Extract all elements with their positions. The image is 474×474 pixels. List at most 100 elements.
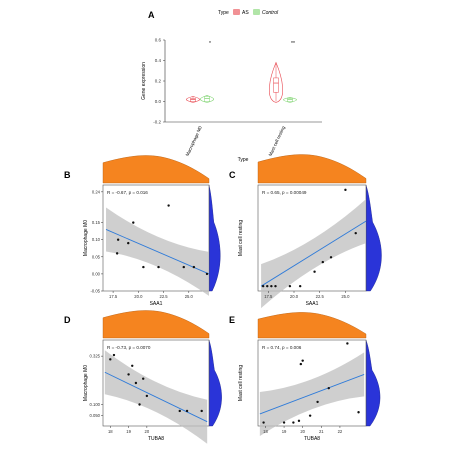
data-point-d <box>200 409 203 413</box>
data-point-e <box>282 421 286 424</box>
top-density-d <box>102 310 210 339</box>
data-point-d <box>112 353 116 357</box>
data-point-e <box>316 400 319 404</box>
panel-letter-c: C <box>229 170 236 180</box>
data-point-b <box>157 265 160 269</box>
x-tick-label-d: 19 <box>126 429 131 434</box>
data-point-c <box>266 284 269 288</box>
x-tick-label-e: 22 <box>338 429 343 434</box>
data-point-e <box>308 414 312 417</box>
data-point-b <box>115 252 119 255</box>
right-density-b <box>208 184 221 292</box>
data-point-e <box>301 359 304 362</box>
data-point-b <box>116 238 120 241</box>
panel-letter-e: E <box>229 315 235 325</box>
data-point-c <box>288 284 292 288</box>
box-control <box>287 98 293 102</box>
data-point-d <box>138 403 141 406</box>
data-point-d <box>127 373 130 376</box>
x-tick-label-a: Mast cell resting <box>268 125 286 157</box>
y-tick-label-a: 0.6 <box>155 38 162 43</box>
legend-swatch-control <box>253 9 260 15</box>
legend-title: Type <box>218 10 229 16</box>
x-tick-label-d: 20 <box>145 429 150 434</box>
legend-swatch-as <box>233 9 240 15</box>
violin-as <box>186 96 200 103</box>
x-axis-label-e: TUBA8 <box>304 436 320 442</box>
x-tick-label-c: 25.0 <box>341 294 350 299</box>
right-density-e <box>365 339 381 427</box>
data-point-b <box>127 241 130 245</box>
data-point-d <box>109 358 112 361</box>
y-tick-label-d: 0.050 <box>90 413 101 418</box>
data-point-b <box>132 221 135 224</box>
data-point-e <box>262 421 265 424</box>
violin-control <box>200 95 214 103</box>
x-axis-label-a: Type <box>238 157 249 163</box>
data-point-e <box>346 342 349 345</box>
y-tick-label-d: 0.325 <box>90 354 101 359</box>
violin-as <box>269 61 283 103</box>
data-point-e <box>292 421 295 424</box>
x-tick-label-e: 18 <box>263 429 268 434</box>
data-point-c <box>329 256 333 259</box>
regression-line-c <box>260 220 367 287</box>
x-tick-label-c: 22.5 <box>316 294 325 299</box>
y-axis-label-a: Gene expression <box>141 62 147 100</box>
regression-line-d <box>104 371 208 423</box>
top-density-e <box>257 312 367 339</box>
y-tick-label-b: 0.10 <box>92 237 101 242</box>
data-point-b <box>167 204 170 207</box>
y-tick-label-b: -0.05 <box>90 289 100 294</box>
y-tick-label-a: -0.2 <box>153 120 161 125</box>
data-point-b <box>182 265 185 269</box>
legend-label-as: AS <box>242 10 249 16</box>
x-tick-label-c: 20.0 <box>290 294 299 299</box>
top-density-b <box>102 155 210 184</box>
x-tick-label-b: 20.0 <box>134 294 143 299</box>
right-density-d <box>208 339 222 427</box>
data-point-c <box>354 231 357 235</box>
y-tick-label-a: 0.2 <box>155 79 162 84</box>
data-point-d <box>178 409 181 413</box>
y-tick-label-b: 0.15 <box>92 220 101 225</box>
significance-mark: * <box>209 41 211 47</box>
data-point-b <box>192 265 196 269</box>
data-point-c <box>313 270 316 273</box>
x-tick-label-b: 22.5 <box>159 294 168 299</box>
x-tick-label-b: 25.0 <box>185 294 194 299</box>
box-as <box>273 77 279 93</box>
data-point-e <box>299 362 303 366</box>
annotation-e: R = 0.74, p = 0.006 <box>262 345 302 350</box>
annotation-c: R = 0.65, p = 0.00049 <box>262 190 307 195</box>
panel-letter-b: B <box>64 170 71 180</box>
data-point-c <box>270 284 273 288</box>
panel-letter-a: A <box>148 10 155 20</box>
x-tick-label-e: 20 <box>300 429 305 434</box>
x-tick-label-c: 17.5 <box>264 294 273 299</box>
data-point-d <box>134 381 138 385</box>
data-point-c <box>274 284 277 288</box>
y-axis-label-b: Macrophage M0 <box>83 220 89 256</box>
data-point-c <box>344 188 347 192</box>
x-tick-label-e: 19 <box>282 429 287 434</box>
violin-control <box>283 97 297 103</box>
y-tick-label-b: 0.00 <box>92 271 101 276</box>
regression-line-b <box>105 229 210 275</box>
data-point-e <box>297 419 301 423</box>
x-axis-label-c: SAA1 <box>306 301 319 307</box>
x-tick-label-a: Macrophage M0 <box>185 125 203 157</box>
data-point-e <box>327 386 330 390</box>
y-tick-label-a: 0.4 <box>155 58 162 63</box>
legend-label-control: Control <box>262 10 279 16</box>
box-control <box>204 96 210 102</box>
panel-letter-d: D <box>64 315 71 325</box>
right-density-c <box>365 184 382 292</box>
regression-line-e <box>259 373 365 415</box>
top-density-c <box>257 154 367 184</box>
y-axis-label-d: Macrophage M0 <box>83 365 89 401</box>
annotation-d: R = -0.73, p = 0.0070 <box>107 345 151 350</box>
y-tick-label-b: 0.24 <box>92 189 101 194</box>
data-point-d <box>145 394 149 398</box>
